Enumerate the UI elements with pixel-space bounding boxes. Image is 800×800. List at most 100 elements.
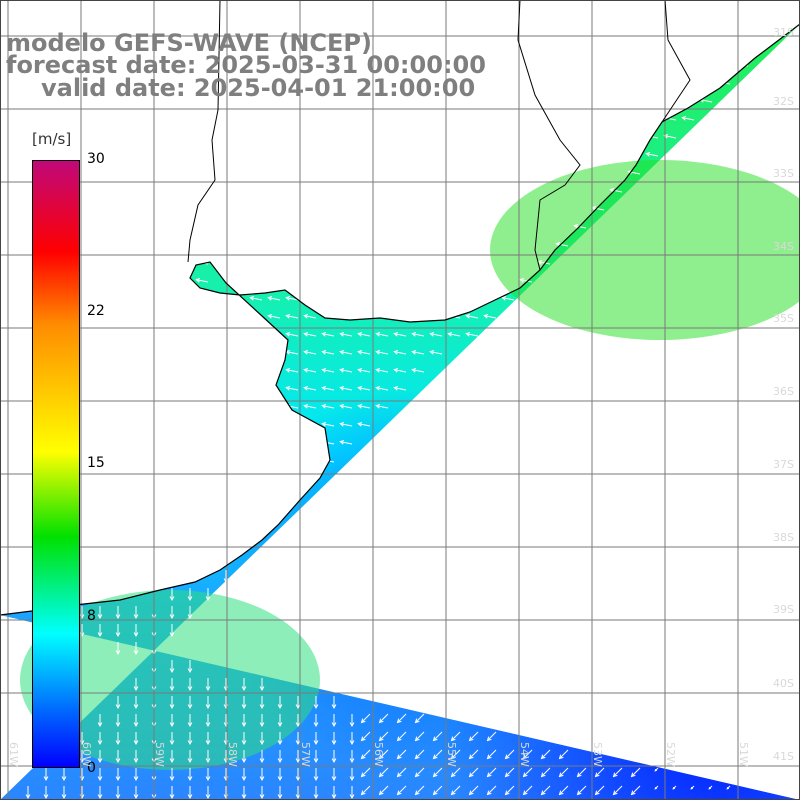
wind-arrow	[361, 749, 371, 759]
wind-arrow-head	[450, 736, 456, 742]
wind-arrow-head	[321, 439, 327, 445]
wind-arrow-head	[241, 740, 247, 746]
wind-arrow-head	[321, 457, 327, 463]
wind-arrow	[451, 731, 461, 741]
wind-arrow	[664, 135, 677, 139]
wind-arrow-head	[576, 790, 582, 796]
wind-arrow-head	[396, 772, 402, 778]
wind-arrow	[484, 297, 497, 301]
wind-arrow-head	[241, 722, 247, 728]
wind-arrow-head	[708, 786, 712, 790]
wind-arrow	[541, 749, 551, 759]
colorbar-tick: 8	[87, 608, 96, 624]
wind-arrow	[397, 785, 407, 795]
wind-arrow-head	[295, 704, 301, 710]
wind-arrow-head	[331, 740, 337, 746]
wind-arrow-head	[205, 722, 211, 728]
wind-arrow-head	[504, 754, 510, 760]
wind-arrow	[397, 767, 407, 777]
wind-arrow-head	[349, 740, 355, 746]
wind-arrow-head	[195, 277, 201, 283]
wind-arrow	[304, 315, 317, 319]
wind-arrow-head	[277, 704, 283, 710]
wind-arrow-head	[414, 736, 420, 742]
wind-arrow	[394, 351, 407, 355]
wind-arrow-head	[313, 722, 319, 728]
wind-arrow-head	[465, 313, 471, 319]
wind-arrow-head	[97, 632, 103, 638]
wind-arrow	[469, 785, 479, 795]
wind-arrow-head	[133, 794, 139, 800]
wind-arrow-head	[169, 686, 175, 692]
wind-arrow-head	[465, 331, 471, 337]
lat-label: 36S	[773, 385, 794, 398]
wind-arrow-head	[169, 704, 175, 710]
wind-arrow-head	[295, 794, 301, 800]
colorbar-tick: 0	[87, 760, 96, 776]
wind-arrow	[322, 441, 335, 445]
wind-arrow-head	[295, 740, 301, 746]
wind-arrow	[340, 351, 353, 355]
wind-arrow	[361, 731, 371, 741]
wind-arrow-head	[432, 736, 438, 742]
wind-arrow	[286, 333, 299, 337]
wind-arrow-head	[277, 722, 283, 728]
wind-arrow	[430, 333, 443, 337]
wind-arrow-head	[115, 632, 121, 638]
wind-arrow	[415, 785, 425, 795]
wind-arrow-head	[97, 614, 103, 620]
lat-label: 39S	[773, 603, 794, 616]
wind-arrow	[577, 785, 587, 795]
wind-arrow-head	[241, 686, 247, 692]
wind-arrow-head	[357, 331, 363, 337]
wind-arrow-head	[115, 650, 121, 656]
wind-arrow-head	[115, 740, 121, 746]
wind-arrow	[286, 405, 299, 409]
wind-arrow-head	[339, 331, 345, 337]
wind-arrow	[322, 405, 335, 409]
wind-arrow	[451, 785, 461, 795]
wind-arrow	[379, 767, 389, 777]
wind-arrow	[451, 749, 461, 759]
wind-arrow	[379, 713, 389, 723]
wind-arrow	[376, 351, 389, 355]
wind-arrow-head	[331, 758, 337, 764]
wind-arrow	[523, 749, 533, 759]
wind-arrow-head	[357, 385, 363, 391]
wind-arrow-head	[357, 421, 363, 427]
wind-arrow-head	[241, 704, 247, 710]
wind-arrow	[415, 749, 425, 759]
wind-arrow	[361, 767, 371, 777]
wind-arrow-head	[690, 786, 694, 790]
wind-arrow-head	[205, 596, 211, 602]
wind-arrow-head	[313, 740, 319, 746]
wind-arrow-head	[115, 794, 121, 800]
wind-arrow-head	[555, 241, 561, 247]
wind-arrow-head	[468, 772, 474, 778]
wind-arrow-head	[349, 758, 355, 764]
valid-date: valid date: 2025-04-01 21:00:00	[41, 74, 476, 102]
wind-arrow	[415, 767, 425, 777]
wind-arrow	[340, 423, 353, 427]
wind-arrow	[322, 351, 335, 355]
wind-arrow-head	[133, 650, 139, 656]
wind-arrow-head	[339, 385, 345, 391]
wind-arrow-head	[357, 349, 363, 355]
wind-arrow	[487, 767, 497, 777]
wind-arrow-head	[313, 758, 319, 764]
wind-arrow-head	[187, 668, 193, 674]
wind-arrow-head	[331, 776, 337, 782]
wind-arrow	[592, 207, 605, 211]
model-title: modelo GEFS-WAVE (NCEP)	[6, 29, 372, 57]
wind-arrow-head	[321, 331, 327, 337]
wind-arrow-head	[241, 758, 247, 764]
wind-arrow-head	[115, 776, 121, 782]
wind-arrow	[505, 767, 515, 777]
wind-arrow-head	[295, 758, 301, 764]
wind-arrow-head	[285, 367, 291, 373]
wind-arrow-head	[285, 385, 291, 391]
wind-arrow	[469, 731, 479, 741]
wind-arrow	[595, 785, 605, 795]
wind-arrow-head	[375, 331, 381, 337]
wind-arrow	[664, 117, 677, 121]
